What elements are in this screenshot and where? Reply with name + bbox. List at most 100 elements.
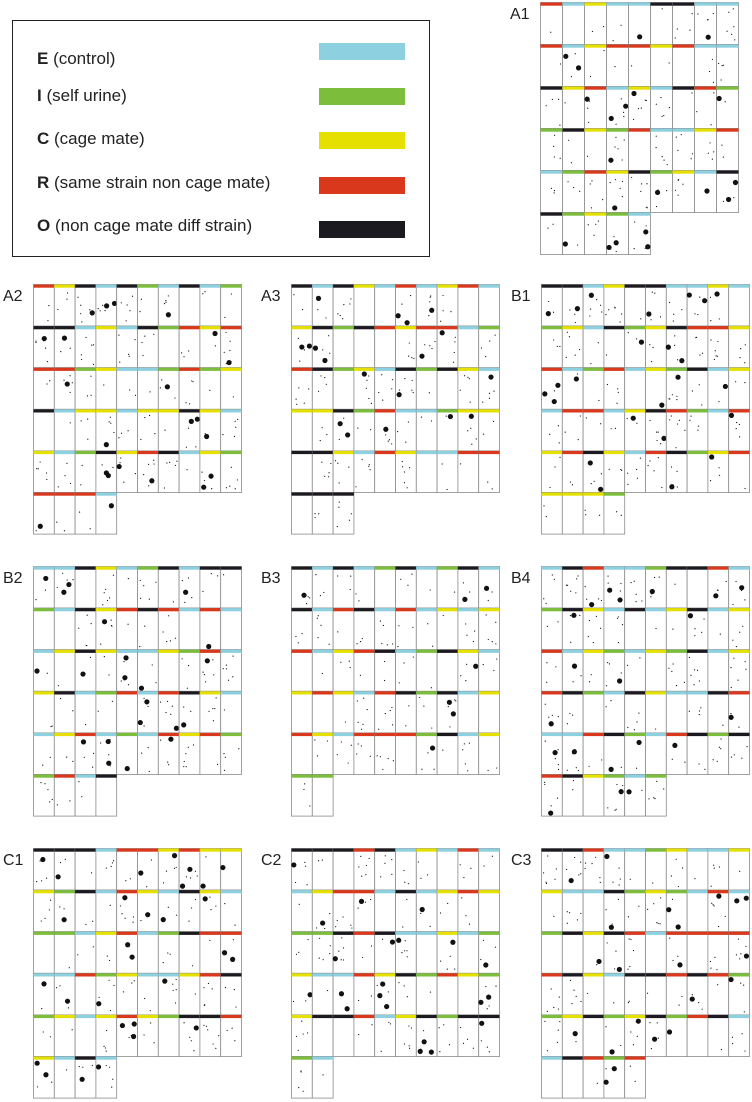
- stimulus-bar-O: [541, 284, 563, 288]
- cell-speck: [227, 679, 230, 681]
- stimulus-bar-E: [728, 284, 750, 288]
- legend-item-E: E (control): [37, 47, 115, 71]
- image-cell: [137, 931, 159, 974]
- cell-speck: [108, 503, 114, 509]
- stimulus-bar-C: [220, 848, 242, 852]
- legend-swatch-E: [319, 43, 405, 60]
- cell-speck: [635, 767, 638, 769]
- cell-speck: [40, 781, 42, 784]
- image-cell: [561, 367, 584, 410]
- image-cell: [157, 1014, 180, 1057]
- cell-speck: [370, 429, 372, 431]
- stimulus-bar-R: [374, 691, 396, 695]
- stimulus-bar-C: [33, 1056, 55, 1060]
- image-cell: [645, 774, 667, 817]
- image-cell: [582, 367, 605, 410]
- cell-speck: [329, 912, 331, 915]
- cell-speck: [623, 116, 625, 118]
- image-cell: [116, 607, 138, 651]
- cell-speck: [391, 643, 394, 645]
- cell-speck: [175, 978, 177, 981]
- cell-speck: [237, 418, 239, 420]
- cell-speck: [102, 604, 104, 606]
- cell-speck: [623, 103, 629, 109]
- cell-speck: [205, 681, 207, 683]
- cell-speck: [57, 308, 59, 311]
- cell-speck: [544, 740, 546, 742]
- stimulus-bar-R: [583, 409, 604, 413]
- cell-speck: [609, 181, 611, 184]
- cell-speck: [634, 221, 636, 223]
- cell-speck: [706, 19, 709, 21]
- cell-speck: [305, 1000, 307, 1002]
- cell-speck: [391, 443, 393, 445]
- cell-speck: [402, 926, 404, 928]
- stimulus-bar-O: [562, 691, 584, 695]
- cell-speck: [103, 442, 109, 448]
- cell-speck: [80, 671, 86, 677]
- image-cell: [728, 367, 750, 410]
- cell-speck: [669, 419, 671, 421]
- cell-speck: [233, 989, 235, 991]
- image-cell: [645, 649, 667, 692]
- stimulus-bar-O: [33, 326, 55, 330]
- image-cell: [95, 649, 118, 692]
- cell-speck: [712, 12, 714, 15]
- cell-speck: [579, 190, 581, 192]
- stimulus-bar-C: [666, 608, 688, 612]
- image-cell: [665, 732, 688, 775]
- cell-speck: [105, 1064, 107, 1067]
- cell-speck: [69, 347, 71, 349]
- cell-speck: [355, 486, 357, 488]
- image-cell: [478, 325, 500, 369]
- cell-speck: [329, 945, 331, 947]
- stimulus-bar-I: [95, 691, 117, 695]
- cell-speck: [637, 107, 640, 110]
- cell-speck: [159, 739, 162, 741]
- stimulus-bar-C: [158, 848, 180, 852]
- cell-speck: [109, 904, 111, 906]
- stimulus-bar-E: [54, 566, 76, 570]
- stimulus-bar-E: [666, 691, 688, 695]
- cell-speck: [214, 345, 217, 347]
- cell-speck: [421, 768, 423, 770]
- cell-speck: [421, 1039, 427, 1045]
- image-cell: [436, 931, 459, 974]
- stimulus-bar-R: [374, 326, 396, 330]
- cell-speck: [318, 957, 320, 959]
- cell-speck: [483, 865, 485, 867]
- cell-speck: [553, 390, 556, 392]
- cell-speck: [480, 1040, 483, 1042]
- image-cell: [74, 325, 97, 369]
- image-cell: [374, 848, 396, 891]
- image-cell: [137, 649, 159, 692]
- cell-speck: [361, 637, 363, 640]
- cell-speck: [689, 419, 691, 421]
- image-cell: [33, 889, 55, 933]
- stimulus-bar-O: [333, 848, 354, 852]
- cell-speck: [459, 463, 462, 465]
- stimulus-bar-O: [603, 732, 625, 737]
- cell-speck: [544, 783, 546, 786]
- cell-speck: [638, 905, 640, 907]
- cell-speck: [203, 480, 206, 482]
- cell-speck: [681, 867, 684, 869]
- cell-speck: [646, 207, 648, 209]
- cell-speck: [459, 864, 461, 866]
- cell-speck: [620, 672, 622, 674]
- cell-speck: [683, 681, 686, 683]
- stimulus-bar-E: [562, 2, 585, 6]
- cell-speck: [675, 447, 677, 449]
- stimulus-bar-C: [95, 409, 117, 413]
- panel-label: C2: [261, 852, 282, 869]
- stimulus-bar-E: [54, 450, 76, 455]
- image-cell: [53, 732, 76, 775]
- cell-speck: [643, 229, 649, 235]
- image-cell: [584, 128, 607, 171]
- cell-speck: [460, 675, 462, 677]
- cell-speck: [574, 354, 576, 356]
- image-cell: [603, 408, 626, 452]
- stimulus-bar-E: [416, 566, 438, 570]
- cell-speck: [43, 1072, 49, 1078]
- image-cell: [74, 732, 97, 775]
